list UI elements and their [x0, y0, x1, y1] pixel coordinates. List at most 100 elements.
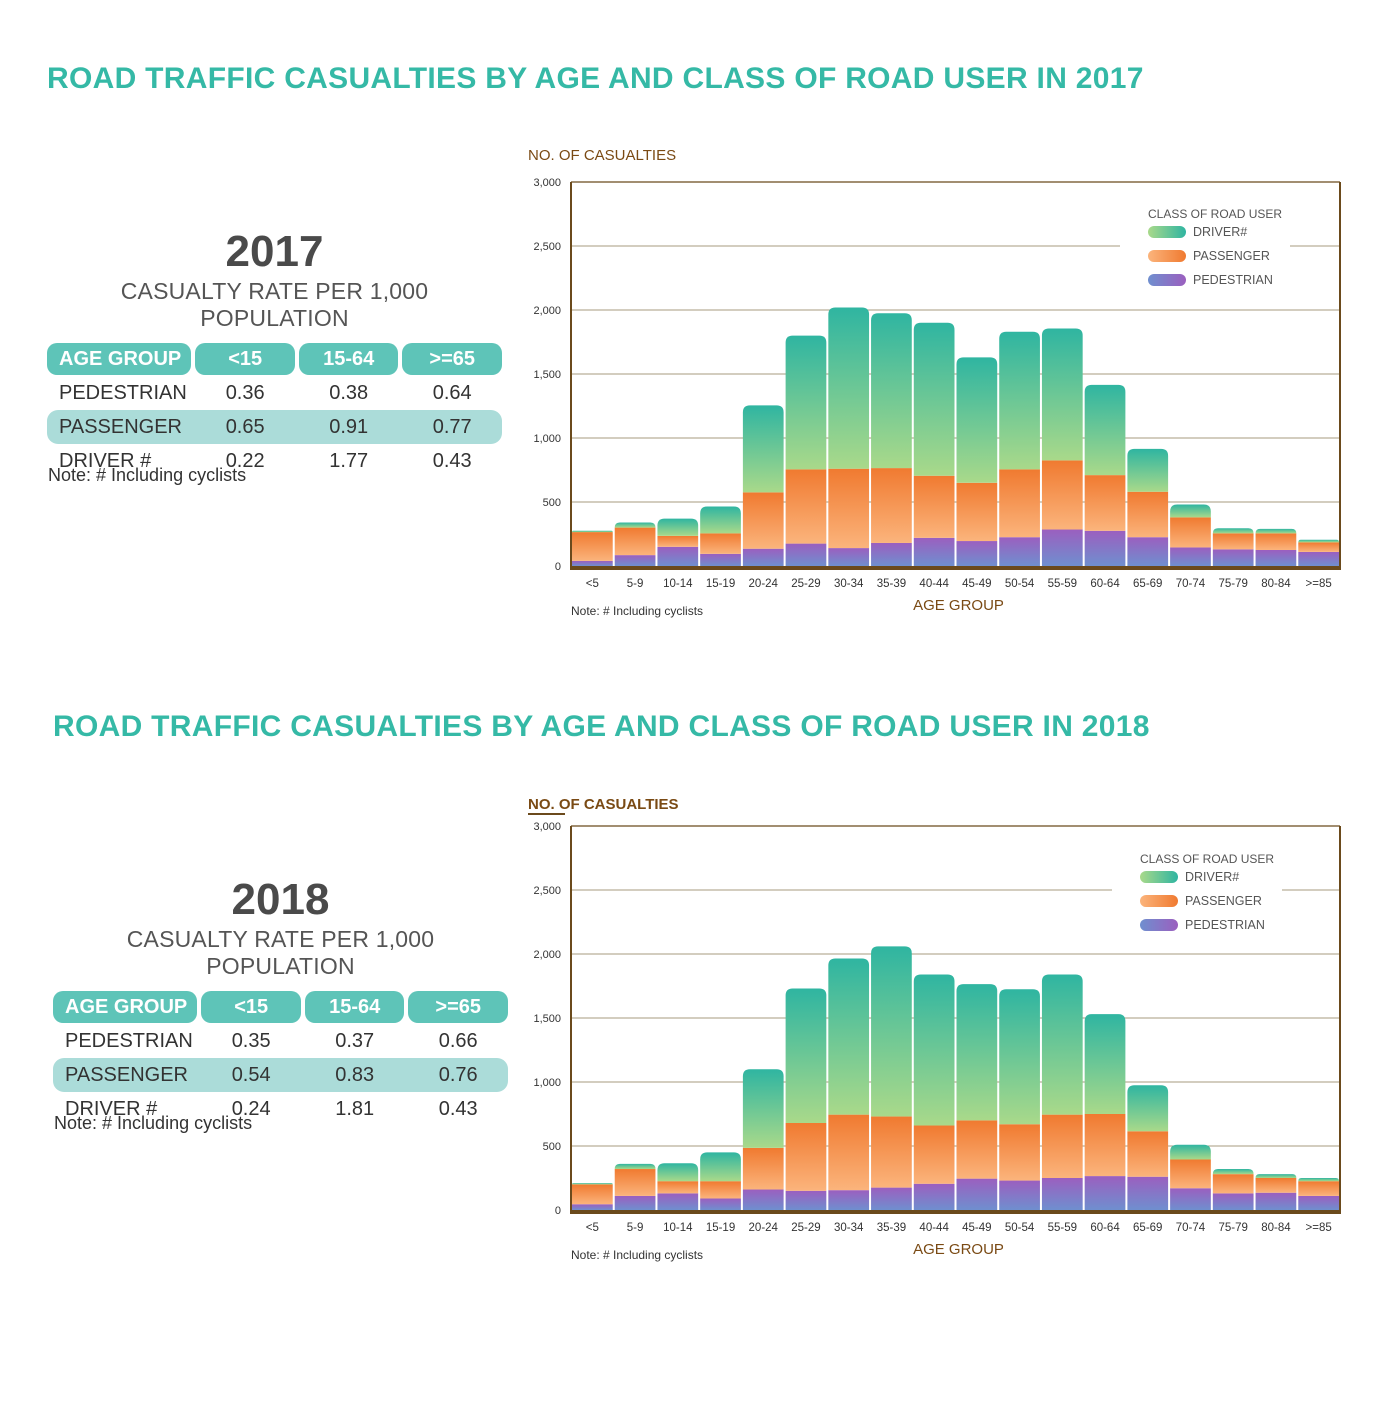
- row-label: PASSENGER: [59, 415, 182, 438]
- x-axis-label: AGE GROUP: [913, 1241, 1004, 1258]
- bar-pedestrian-16: [1255, 550, 1297, 566]
- legend-swatch: [1140, 895, 1178, 907]
- bar-driver-5: [785, 335, 827, 470]
- bar-passenger-1: [614, 527, 656, 556]
- y-tick-label: 500: [543, 497, 561, 509]
- x-axis: [570, 1210, 1341, 1214]
- bar-pedestrian-12: [1084, 1176, 1126, 1210]
- legend-label: PEDESTRIAN: [1193, 273, 1273, 287]
- bar-pedestrian-13: [1127, 537, 1169, 566]
- x-tick-label: 15-19: [706, 578, 735, 590]
- row-label: DRIVER #: [59, 449, 152, 472]
- y-tick-label: 0: [555, 561, 561, 573]
- row-value: 0.66: [438, 1029, 478, 1052]
- chart-2017: NO. OF CASUALTIES 0 500 1,000 1,500 2,000 2,50…: [528, 147, 1341, 618]
- bar-driver-12: [1084, 384, 1126, 476]
- legend-swatch: [1148, 274, 1186, 286]
- bar-passenger-11: [1041, 1114, 1083, 1178]
- x-tick-label: 25-29: [791, 1222, 820, 1234]
- chart-2018: NO. OF CASUALTIES 0 500 1,000 1,500 2,000 2,50…: [528, 796, 1341, 1262]
- legend: CLASS OF ROAD USER DRIVER# PASSENGER PEDEST…: [1112, 852, 1282, 945]
- bar-driver-9: [956, 357, 998, 483]
- bar-pedestrian-10: [999, 1180, 1040, 1210]
- bar-driver-0: [572, 530, 613, 533]
- bar-pedestrian-17: [1298, 1195, 1339, 1210]
- bar-pedestrian-13: [1127, 1176, 1169, 1210]
- rate-header-row: AGE GROUP <15 15-64 >=65: [53, 990, 508, 1024]
- bar-driver-7: [871, 313, 912, 469]
- rate-table: 2017 CASUALTY RATE PER 1,000 POPULATION …: [47, 228, 502, 478]
- y-tick-label: 3,000: [533, 177, 561, 189]
- bar-driver-16: [1255, 1174, 1297, 1178]
- bar-passenger-5: [785, 1122, 827, 1191]
- legend-title: CLASS OF ROAD USER: [1140, 852, 1274, 866]
- y-tick-label: 0: [555, 1205, 561, 1217]
- y-tick-label: 1,000: [533, 1077, 561, 1089]
- header-under-15: <15: [201, 991, 301, 1023]
- bar-driver-14: [1170, 1144, 1211, 1160]
- bar-pedestrian-14: [1170, 1188, 1211, 1210]
- bar-driver-5: [785, 988, 827, 1123]
- bar-driver-6: [828, 307, 870, 469]
- legend-label: DRIVER#: [1185, 870, 1239, 884]
- bar-pedestrian-15: [1212, 549, 1254, 566]
- bar-driver-15: [1212, 528, 1254, 534]
- bar-passenger-9: [956, 1120, 998, 1179]
- row-value: 0.43: [432, 449, 472, 472]
- x-tick-label: <5: [586, 1222, 599, 1234]
- x-tick-label: 75-79: [1218, 1222, 1247, 1234]
- x-tick-label: 55-59: [1048, 1222, 1077, 1234]
- bar-pedestrian-2: [657, 546, 699, 566]
- bar-driver-7: [871, 946, 912, 1117]
- bar-passenger-11: [1041, 460, 1083, 530]
- table-row: PASSENGER 0.65 0.91 0.77: [47, 410, 502, 444]
- bar-pedestrian-5: [785, 1190, 827, 1210]
- table-row: DRIVER # 0.24 1.81 0.43: [53, 1092, 508, 1126]
- row-value: 0.35: [231, 1029, 271, 1052]
- y-axis-label: NO. OF CASUALTIES: [528, 796, 679, 813]
- x-tick-label: <5: [586, 578, 599, 590]
- row-value: 0.36: [225, 381, 265, 404]
- x-tick-label: 40-44: [919, 1222, 949, 1234]
- row-label: PEDESTRIAN: [59, 381, 187, 404]
- bar-passenger-5: [785, 469, 827, 544]
- bar-driver-4: [742, 405, 784, 493]
- y-tick-label: 2,500: [533, 885, 561, 897]
- bar-driver-10: [999, 989, 1040, 1125]
- bar-passenger-9: [956, 482, 998, 542]
- y-tick-label: 1,500: [533, 369, 561, 381]
- bar-passenger-16: [1255, 533, 1297, 550]
- x-tick-label: 45-49: [962, 578, 991, 590]
- x-tick-label: 70-74: [1176, 1222, 1206, 1234]
- bar-pedestrian-12: [1084, 530, 1126, 566]
- x-tick-label: 65-69: [1133, 1222, 1162, 1234]
- y-tick-label: 1,000: [533, 433, 561, 445]
- table-row: PASSENGER 0.54 0.83 0.76: [53, 1058, 508, 1092]
- bar-driver-12: [1084, 1014, 1126, 1114]
- bar-driver-14: [1170, 504, 1211, 518]
- x-axis-label: AGE GROUP: [913, 597, 1004, 614]
- bar-pedestrian-11: [1041, 1178, 1083, 1210]
- y-tick-label: 2,000: [533, 949, 561, 961]
- legend-label: PASSENGER: [1193, 249, 1270, 263]
- bar-pedestrian-6: [828, 1190, 870, 1210]
- bar-driver-1: [614, 1163, 656, 1170]
- row-value: 0.77: [432, 415, 472, 438]
- bar-driver-2: [657, 518, 699, 536]
- bar-pedestrian-10: [999, 537, 1040, 566]
- rate-subtitle: CASUALTY RATE PER 1,000 POPULATION: [120, 278, 429, 331]
- rate-year: 2018: [231, 875, 330, 924]
- legend-background: [1120, 230, 1290, 300]
- row-value: 0.65: [225, 415, 265, 438]
- header-age-group: AGE GROUP: [53, 991, 198, 1023]
- rate-note: Note: # Including cyclists: [54, 1113, 253, 1133]
- x-tick-label: 35-39: [877, 578, 906, 590]
- bar-pedestrian-4: [742, 548, 784, 566]
- bar-passenger-15: [1212, 1174, 1254, 1194]
- bar-passenger-3: [700, 533, 741, 554]
- bar-driver-8: [913, 974, 955, 1126]
- bar-pedestrian-3: [700, 1198, 741, 1210]
- x-tick-label: 15-19: [706, 1222, 735, 1234]
- x-tick-label: 30-34: [834, 578, 864, 590]
